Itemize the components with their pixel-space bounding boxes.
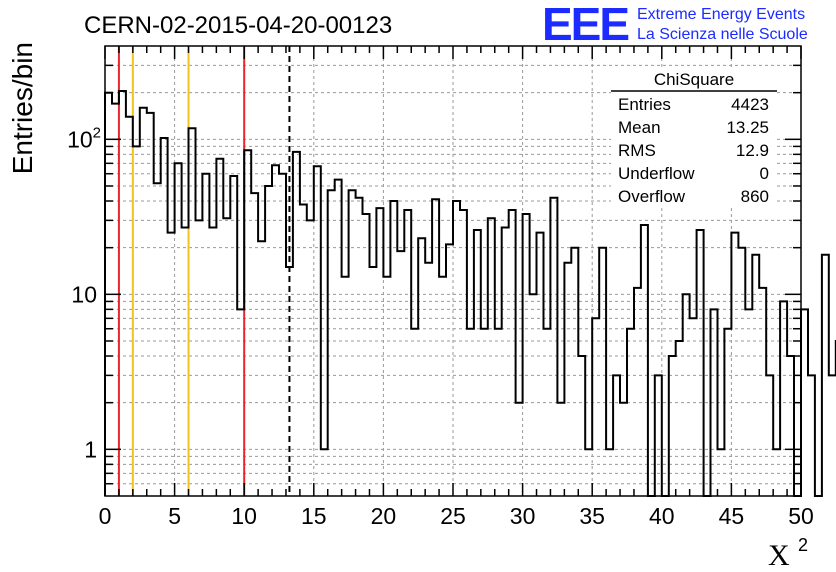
stats-label-overflow: Overflow <box>618 187 686 206</box>
x-tick-label: 0 <box>99 503 112 529</box>
y-axis-label: Entries/bin <box>7 42 38 174</box>
x-tick-label: 25 <box>440 503 466 529</box>
stats-label-entries: Entries <box>618 95 671 114</box>
y-tick-label: 1 <box>84 436 97 462</box>
x-tick-label: 30 <box>510 503 536 529</box>
stats-box: ChiSquare Entries 4423 Mean 13.25 RMS 12… <box>611 68 777 208</box>
x-axis-label-superscript: 2 <box>798 535 808 555</box>
x-tick-label: 35 <box>579 503 605 529</box>
stats-label-rms: RMS <box>618 141 656 160</box>
x-tick-label: 15 <box>301 503 327 529</box>
y-tick-label-base: 10 <box>67 126 93 152</box>
chart-title: CERN-02-2015-04-20-00123 <box>84 12 392 39</box>
histogram-series <box>104 90 836 497</box>
y-tick-label-exponent: 2 <box>93 124 101 141</box>
x-tick-label: 20 <box>371 503 397 529</box>
svg-text:X 2: X 2 <box>768 535 808 572</box>
y-tick-label: 10 <box>71 281 97 307</box>
stats-value-rms: 12.9 <box>736 141 769 160</box>
stats-label-underflow: Underflow <box>618 164 695 183</box>
x-tick-label: 40 <box>649 503 675 529</box>
stats-value-overflow: 860 <box>741 187 769 206</box>
reference-lines <box>117 46 291 496</box>
x-tick-label: 45 <box>719 503 745 529</box>
stats-value-underflow: 0 <box>760 164 769 183</box>
x-axis-label: X 2 <box>768 535 808 572</box>
eee-logo-line2: La Scienza nelle Scuole <box>637 26 808 43</box>
eee-logo: EEE Extreme Energy Events La Scienza nel… <box>542 0 808 50</box>
y-tick-label: 102 <box>67 124 101 152</box>
x-tick-label: 50 <box>788 503 814 529</box>
eee-logo-line1: Extreme Energy Events <box>637 6 805 23</box>
x-tick-label: 10 <box>231 503 257 529</box>
eee-logo-mark: EEE <box>542 0 628 50</box>
x-tick-label: 5 <box>168 503 181 529</box>
x-axis-label-base: X <box>768 539 790 572</box>
stats-value-entries: 4423 <box>731 95 769 114</box>
stats-label-mean: Mean <box>618 118 661 137</box>
stats-value-mean: 13.25 <box>726 118 769 137</box>
grid-layer <box>105 46 801 496</box>
stats-box-title: ChiSquare <box>654 70 734 89</box>
